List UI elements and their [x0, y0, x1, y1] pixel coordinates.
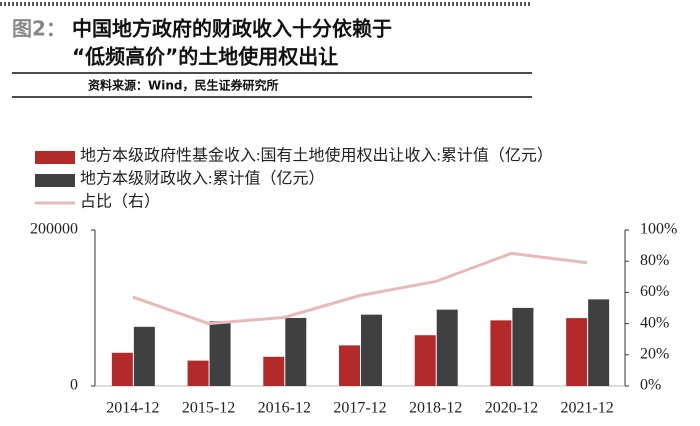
x-tick-label: 2015-12	[182, 400, 235, 417]
source: 资料来源：Wind，民生证券研究所	[88, 78, 278, 93]
y2-tick-label: 40%	[640, 314, 669, 331]
x-tick-label: 2018-12	[409, 400, 462, 417]
bar	[111, 352, 133, 386]
bar	[566, 318, 588, 386]
legend-label: 地方本级政府性基金收入:国有土地使用权出让收入:累计值（亿元）	[80, 147, 553, 165]
x-tick-label: 2014-12	[106, 400, 159, 417]
title-line: “低频高价”的土地使用权出让	[72, 45, 338, 69]
y-tick-label: 200000	[30, 221, 78, 238]
legend-swatch	[35, 174, 75, 187]
y2-tick-label: 80%	[640, 252, 669, 269]
legend-label: 地方本级财政收入:累计值（亿元）	[80, 170, 324, 188]
y2-tick-label: 60%	[640, 283, 669, 300]
bar	[285, 317, 307, 386]
y2-tick-label: 0%	[640, 377, 661, 394]
y2-tick-label: 100%	[640, 221, 677, 238]
x-tick-label: 2021-12	[560, 400, 613, 417]
x-tick-label: 2016-12	[258, 400, 311, 417]
bar	[133, 326, 155, 386]
bar	[187, 360, 209, 386]
bar	[512, 307, 534, 386]
figure-label: 图2：	[12, 17, 66, 41]
x-tick-label: 2020-12	[485, 400, 538, 417]
bar	[209, 321, 231, 386]
line	[132, 251, 588, 326]
legend-label: 占比（右）	[80, 193, 160, 211]
title-line: 中国地方政府的财政收入十分依赖于	[72, 17, 392, 41]
bar	[339, 345, 360, 386]
legend-swatch	[35, 151, 75, 164]
bar	[588, 299, 610, 386]
y-tick-label: 0	[70, 377, 78, 394]
x-tick-label: 2017-12	[333, 400, 386, 417]
bar	[263, 356, 285, 386]
bar	[436, 309, 458, 386]
y2-tick-label: 20%	[640, 345, 669, 362]
bar	[361, 314, 382, 386]
bar	[490, 320, 512, 386]
bar	[414, 335, 436, 386]
